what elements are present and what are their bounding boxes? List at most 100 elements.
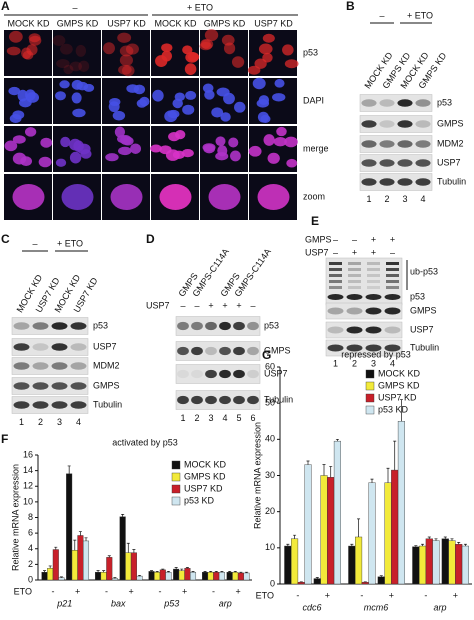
bar <box>106 557 113 581</box>
nucleus <box>60 136 71 148</box>
band <box>415 140 431 148</box>
band <box>386 268 399 271</box>
group-label: mcm6 <box>364 602 389 612</box>
bar <box>41 571 48 581</box>
x-tick-label: + <box>75 586 80 596</box>
sign: + <box>371 234 376 244</box>
blot-strip <box>359 115 433 133</box>
error-bar <box>421 543 425 547</box>
column-label: GMPS KD <box>57 18 99 28</box>
nucleus <box>258 43 273 55</box>
sign: – <box>333 247 338 257</box>
x-tick-label: - <box>51 586 54 596</box>
bar <box>159 569 166 581</box>
band-label: Tubulin <box>410 342 439 352</box>
bar <box>313 578 321 585</box>
bar <box>184 568 191 581</box>
nucleus <box>263 134 275 146</box>
error-bar <box>191 571 195 573</box>
blot-strip <box>175 364 261 384</box>
blot-strip <box>11 377 89 395</box>
bar <box>119 516 126 581</box>
group-label: bax <box>111 598 126 608</box>
error-bar <box>138 574 142 577</box>
condition: + ETO <box>57 238 83 248</box>
bar <box>419 545 427 585</box>
y-tick-label: 2 <box>28 559 33 569</box>
nucleus <box>103 42 115 55</box>
band <box>233 346 245 356</box>
bar <box>361 581 369 585</box>
error-bar <box>427 536 431 539</box>
nucleus <box>208 184 241 210</box>
nucleus <box>174 129 186 140</box>
nucleus <box>38 156 52 168</box>
lane-number: 2 <box>38 417 43 427</box>
nucleus <box>105 153 119 162</box>
error-bar <box>414 545 418 547</box>
y-tick-label: 30 <box>265 470 275 480</box>
lane-number: 4 <box>390 358 395 368</box>
error-bar <box>166 571 170 573</box>
band <box>365 307 382 315</box>
condition: – <box>72 2 77 12</box>
band-label: MDM2 <box>437 138 464 148</box>
y-tick-label: 60 <box>265 361 275 371</box>
band <box>397 159 413 167</box>
band <box>348 262 361 265</box>
nucleus <box>110 184 143 210</box>
lane-number: 1 <box>180 413 185 423</box>
bar <box>190 571 197 581</box>
column-label: MOCK KD <box>7 18 50 28</box>
sign: – <box>333 234 338 244</box>
band <box>13 401 30 409</box>
nucleus <box>161 50 173 62</box>
band <box>379 99 395 107</box>
column-label: USP7 KD <box>107 18 146 28</box>
lane-number: 6 <box>250 413 255 423</box>
band <box>247 395 259 405</box>
nucleus <box>284 59 299 69</box>
panel-label: E <box>311 214 319 228</box>
row-label: DAPI <box>303 95 324 105</box>
nucleus <box>262 52 273 63</box>
band <box>247 369 259 379</box>
nucleus <box>56 59 70 69</box>
error-bar <box>322 464 326 476</box>
blot-strip <box>11 357 89 375</box>
error-bar <box>132 549 136 553</box>
band <box>384 294 401 300</box>
nucleus <box>231 56 245 68</box>
band <box>384 344 401 352</box>
bar <box>441 538 449 585</box>
band <box>397 99 413 107</box>
bar <box>412 546 420 585</box>
nucleus <box>69 151 82 164</box>
band <box>205 395 217 405</box>
legend-label: GMPS KD <box>184 471 226 481</box>
nucleus <box>76 81 89 91</box>
nucleus <box>55 91 66 101</box>
band <box>247 346 259 356</box>
error-bar <box>220 571 224 573</box>
band-label: GMPS <box>264 345 291 355</box>
legend-swatch <box>171 496 181 506</box>
x-axis-label: ETO <box>14 586 32 596</box>
band <box>384 307 401 315</box>
y-tick-label: 4 <box>28 543 33 553</box>
micrograph <box>53 30 101 76</box>
nucleus <box>228 137 239 148</box>
band <box>346 294 363 300</box>
y-tick-label: 50 <box>265 398 275 408</box>
band <box>177 369 189 379</box>
bar <box>202 571 209 581</box>
error-bar <box>113 577 117 579</box>
bar <box>377 576 385 585</box>
nucleus <box>267 152 280 164</box>
row-label: GMPS <box>305 234 332 244</box>
band <box>329 274 342 277</box>
band <box>365 294 382 300</box>
y-tick-label: 8 <box>28 512 33 522</box>
nucleus <box>201 39 214 50</box>
nucleus <box>215 152 229 161</box>
